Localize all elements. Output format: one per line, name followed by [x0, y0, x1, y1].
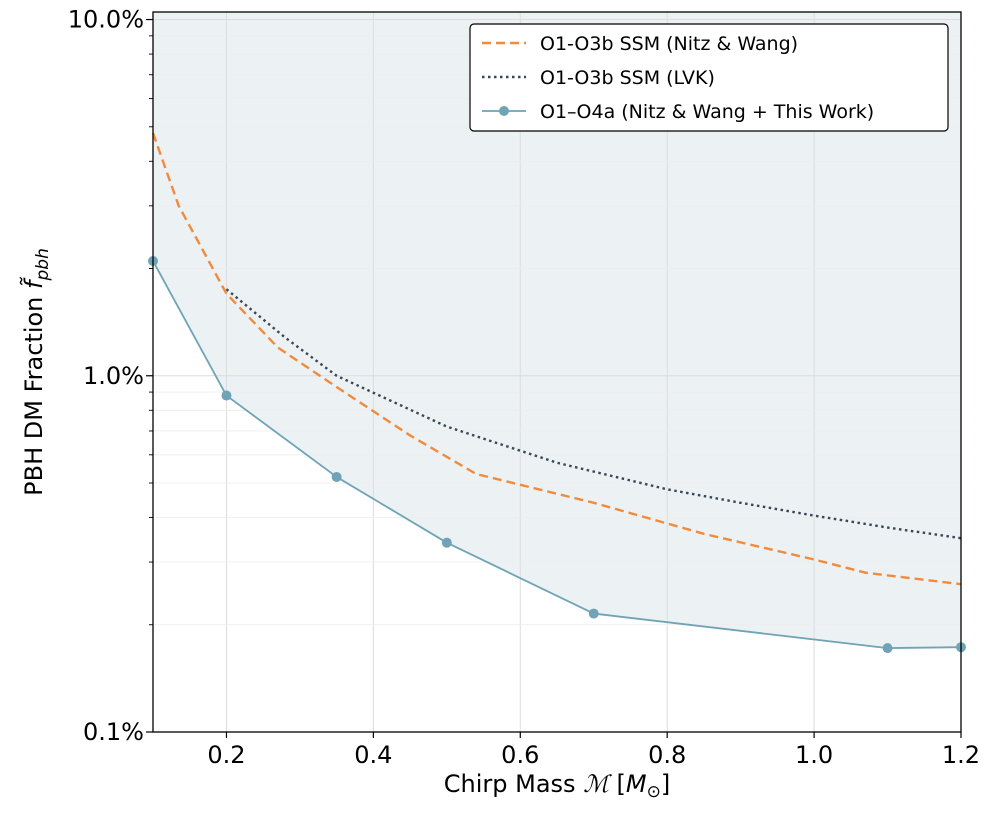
series-line-1 — [151, 132, 962, 586]
y-tick-label: 0.1% — [83, 718, 144, 746]
legend-marker — [499, 106, 509, 116]
legend-label-2: O1-O3b SSM (LVK) — [540, 67, 715, 89]
series-line-2 — [225, 288, 962, 540]
plot-frame — [152, 11, 962, 733]
series-point — [331, 471, 342, 482]
series-point — [221, 390, 232, 401]
legend-label-3: O1–O4a (Nitz & Wang + This Work) — [540, 101, 874, 123]
excluded-region-fill — [153, 12, 961, 649]
x-tick-label: 0.6 — [501, 741, 539, 769]
y-tick-label: 10.0% — [68, 6, 144, 34]
x-axis-label: Chirp Mass ℳ [M⊙] — [444, 770, 670, 802]
legend-box — [469, 23, 949, 132]
x-tick-label: 0.2 — [207, 741, 245, 769]
series-point — [588, 608, 599, 619]
series-layer — [148, 132, 966, 654]
y-axis-label: PBH DM Fraction f̃pbh — [20, 248, 53, 496]
x-tick-label: 1.2 — [942, 741, 980, 769]
x-tick-label: 0.4 — [354, 741, 392, 769]
x-tick-label: 0.8 — [648, 741, 686, 769]
excluded-region — [153, 12, 961, 649]
y-tick-label: 1.0% — [83, 362, 144, 390]
legend-label-1: O1-O3b SSM (Nitz & Wang) — [540, 33, 798, 55]
series-point — [882, 643, 893, 654]
legend: O1-O3b SSM (Nitz & Wang) O1-O3b SSM (LVK)… — [469, 23, 949, 132]
series-point — [441, 537, 452, 548]
x-tick-label: 1.0 — [795, 741, 833, 769]
axes: 0.2 0.4 0.6 0.8 1.0 1.2 0.1% 1.0% 10.0% — [68, 6, 980, 769]
